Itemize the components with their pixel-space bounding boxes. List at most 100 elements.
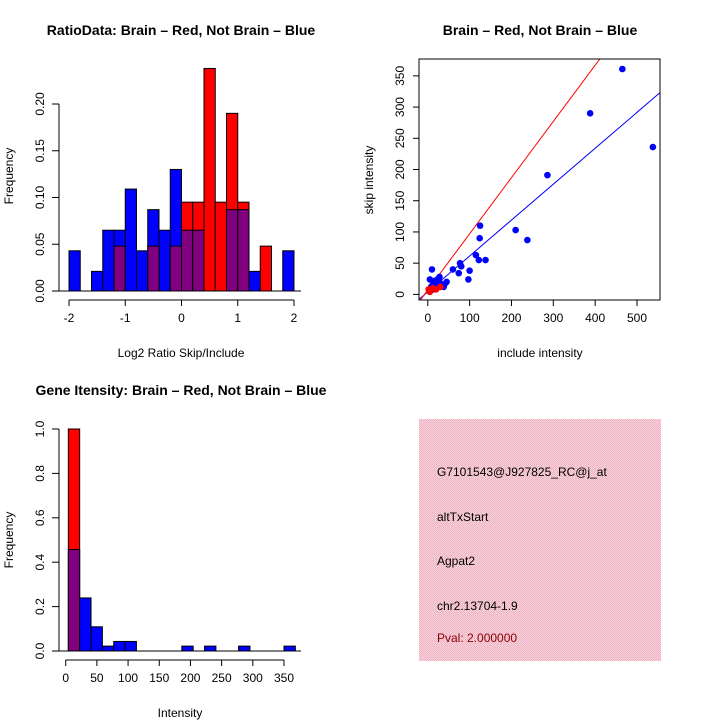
info-panel-background: [419, 419, 661, 661]
point-not-brain: [476, 234, 483, 242]
bar-not-brain: [91, 270, 104, 292]
x-tick-label: 0: [178, 311, 185, 325]
bar-brain: [203, 67, 216, 292]
info-gene: Agpat2: [437, 554, 475, 568]
bar-not-brain: [68, 250, 81, 292]
scatter-title: Brain – Red, Not Brain – Blue: [443, 22, 638, 38]
y-tick-label: 100: [393, 222, 407, 242]
point-not-brain: [449, 266, 457, 273]
x-tick-label: 400: [585, 311, 605, 325]
point-not-brain: [482, 256, 489, 264]
point-not-brain: [524, 236, 531, 244]
bar-overlap: [169, 245, 182, 292]
bar-overlap: [113, 245, 126, 292]
point-not-brain: [619, 65, 626, 73]
bar-not-brain: [248, 270, 261, 292]
point-not-brain: [432, 277, 439, 284]
y-tick-label: 200: [393, 159, 407, 179]
ratio-hist-xlabel: Log2 Ratio Skip/Include: [118, 346, 245, 360]
info-probe-id: G7101543@J927825_RC@j_at: [437, 465, 607, 479]
bar-not-brain: [181, 645, 194, 652]
bar-overlap: [237, 209, 250, 292]
info-location: chr2.13704-1.9: [437, 599, 518, 613]
x-tick-label: 200: [501, 311, 521, 325]
x-tick-label: 1: [234, 311, 241, 325]
intensity-histogram: 0 50 100 150 200 250 300 350 0.0 0.2 0.4 0.6 0.8 1.0: [33, 420, 301, 685]
ratio-hist-ylabel: Frequency: [2, 148, 16, 205]
scatter-ylabel: skip intensity: [362, 146, 376, 215]
point-not-brain: [512, 226, 519, 234]
intensity-hist-title: Gene Itensity: Brain – Red, Not Brain – …: [36, 382, 327, 398]
bar-not-brain: [124, 640, 137, 652]
bar-not-brain: [79, 597, 92, 652]
x-tick-label: 0: [62, 671, 69, 685]
bar-not-brain: [283, 645, 296, 652]
bar-not-brain: [282, 250, 295, 292]
bar-not-brain: [90, 626, 103, 652]
y-tick-label: 0: [393, 291, 407, 298]
x-tick-label: 200: [180, 671, 200, 685]
scatter-xlabel: include intensity: [497, 346, 582, 360]
y-tick-label: 1.0: [33, 420, 47, 437]
bar-not-brain: [102, 229, 115, 292]
x-tick-label: 100: [118, 671, 138, 685]
x-tick-label: 100: [460, 311, 480, 325]
x-tick-label: 350: [274, 671, 294, 685]
bar-brain: [259, 245, 272, 292]
ratio-hist-title: RatioData: Brain – Red, Not Brain – Blue: [47, 22, 316, 38]
y-tick-label: 50: [393, 256, 407, 270]
bar-overlap: [181, 229, 194, 292]
x-tick-label: 0: [424, 311, 431, 325]
intensity-hist-ylabel: Frequency: [2, 512, 16, 569]
ratio-histogram: -2 -1 0 1 2 0.00 0.05 0.10 0.15 0.20: [33, 67, 301, 325]
x-tick-label: -2: [64, 311, 75, 325]
x-tick-label: 150: [149, 671, 169, 685]
info-panel: G7101543@J927825_RC@j_at altTxStart Agpa…: [419, 419, 661, 661]
x-tick-label: 50: [90, 671, 104, 685]
x-tick-label: 300: [243, 671, 263, 685]
intensity-scatter: 0 100 200 300 400 500 0 50 100 150 200 250 300 350: [393, 58, 661, 325]
y-tick-label: 0.8: [33, 465, 47, 482]
point-not-brain: [466, 267, 473, 274]
point-brain: [429, 284, 437, 292]
point-not-brain: [455, 269, 463, 277]
point-not-brain: [586, 110, 594, 117]
y-tick-label: 0.00: [33, 279, 47, 303]
x-tick-label: 250: [212, 671, 232, 685]
bar-not-brain: [113, 640, 126, 652]
bar-not-brain: [136, 250, 149, 292]
point-not-brain: [457, 262, 465, 270]
x-tick-label: -1: [120, 311, 131, 325]
info-pval: Pval: 2.000000: [437, 631, 517, 645]
plot-frame: [418, 58, 661, 301]
y-tick-label: 0.0: [33, 642, 47, 659]
point-not-brain: [544, 171, 551, 179]
bar-not-brain: [101, 645, 115, 652]
y-tick-label: 0.6: [33, 509, 47, 526]
bar-overlap: [192, 229, 205, 292]
y-tick-label: 300: [393, 97, 407, 117]
bar-not-brain: [124, 188, 137, 292]
x-tick-label: 2: [291, 311, 298, 325]
point-not-brain: [428, 266, 436, 273]
fit-line-brain: [419, 59, 601, 300]
bar-not-brain: [158, 229, 171, 292]
bar-brain: [214, 201, 227, 292]
y-tick-label: 0.4: [33, 554, 47, 571]
x-tick-label: 500: [627, 311, 647, 325]
bar-overlap: [147, 245, 160, 292]
y-tick-label: 0.05: [33, 232, 47, 256]
x-tick-label: 300: [543, 311, 563, 325]
bar-not-brain: [204, 645, 217, 652]
point-not-brain: [472, 251, 480, 259]
point-not-brain: [476, 222, 484, 230]
intensity-hist-xlabel: Intensity: [158, 706, 203, 720]
bar-overlap: [226, 209, 239, 292]
bar-overlap: [67, 549, 81, 652]
y-tick-label: 0.10: [33, 185, 47, 209]
y-tick-label: 0.15: [33, 139, 47, 163]
info-event-type: altTxStart: [437, 510, 489, 524]
point-not-brain: [649, 143, 657, 151]
y-tick-label: 250: [393, 128, 407, 148]
